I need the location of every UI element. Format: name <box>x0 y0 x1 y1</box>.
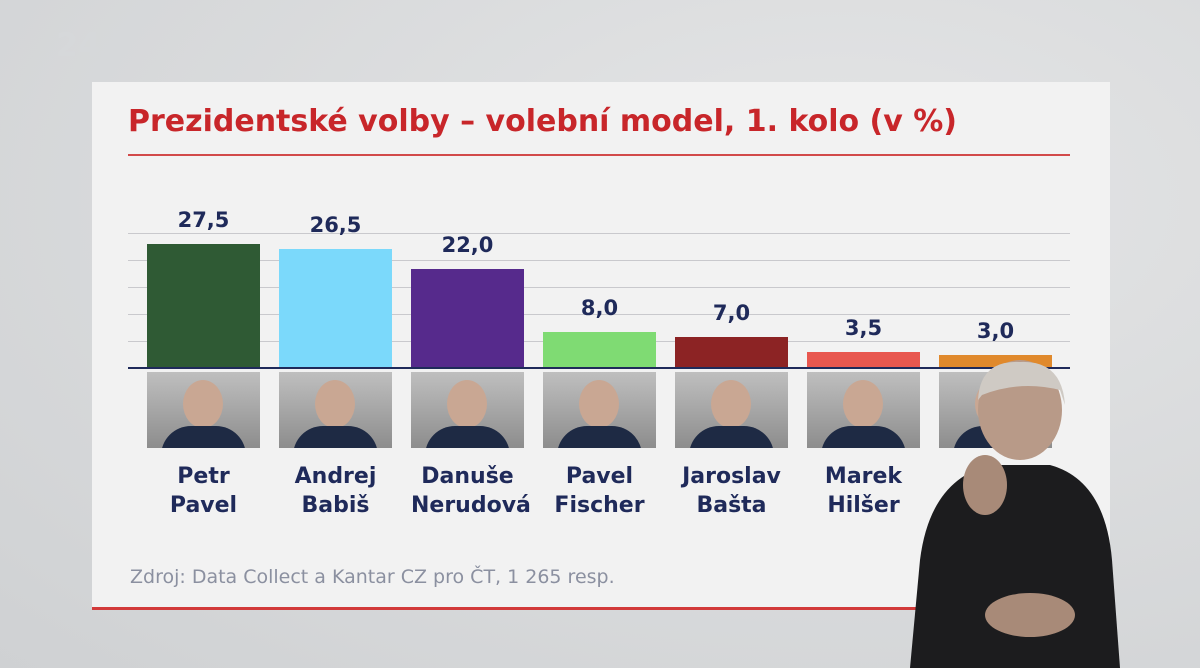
category-label: Marek Hilšer <box>824 464 903 518</box>
value-label: 22,0 <box>441 233 494 257</box>
category-label: Danuše Nerudová <box>411 464 531 518</box>
bar <box>543 332 656 368</box>
title-rule <box>128 154 1070 156</box>
bar <box>411 269 524 368</box>
logo-badge: HD <box>112 28 134 43</box>
value-label: 3,5 <box>844 316 883 341</box>
photo <box>675 372 788 448</box>
grid-line <box>128 260 1070 261</box>
photo <box>411 372 524 448</box>
source: Zdroj: Data Collect a Kantar CZ pro ČT, … <box>130 566 615 588</box>
value-label: 7,0 <box>712 300 751 325</box>
value-label: 26,5 <box>309 212 362 237</box>
category-label: Petr Pavel <box>169 464 238 518</box>
category-label: Jaroslav Bašta <box>682 464 781 518</box>
category-label: Andrej Babiš <box>294 464 377 518</box>
bar <box>147 244 260 368</box>
axis-baseline <box>128 367 1070 369</box>
bar <box>807 352 920 368</box>
photo <box>147 372 260 448</box>
photo <box>543 372 656 448</box>
grid-line <box>128 233 1070 234</box>
grid-line <box>128 287 1070 288</box>
chart-title: Prezidentské volby – volební model, 1. k… <box>128 104 958 139</box>
photo <box>807 372 920 448</box>
photo <box>279 372 392 448</box>
grid-line <box>128 314 1070 315</box>
value-label: 3,0 <box>976 318 1015 343</box>
value-label: 8,0 <box>580 296 619 320</box>
value-label: 27,5 <box>177 208 230 233</box>
category-label: Pavel Fischer <box>554 464 645 518</box>
bar <box>675 336 788 368</box>
bar <box>279 248 392 368</box>
interpreter <box>910 360 1120 668</box>
logo: 24 <box>56 26 101 64</box>
bottom-rule <box>92 607 1110 610</box>
